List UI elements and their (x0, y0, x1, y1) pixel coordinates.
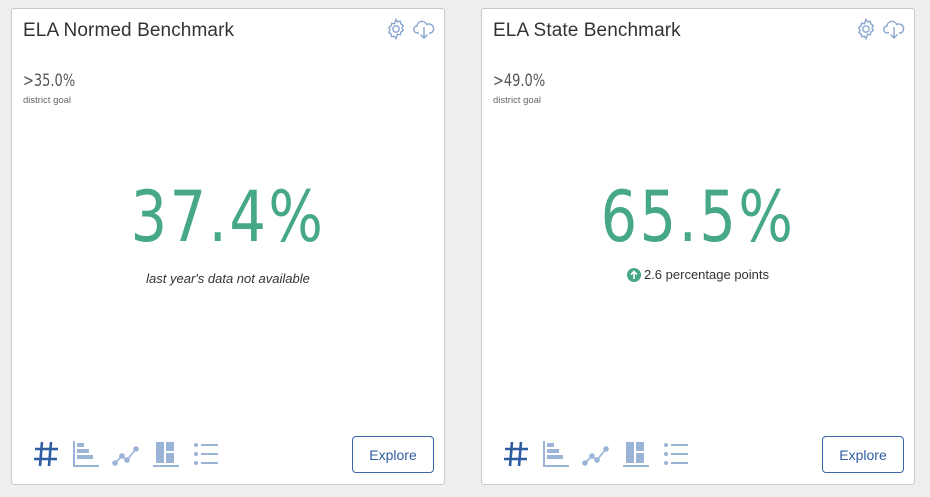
download-icon[interactable] (412, 17, 436, 41)
ela-state-benchmark-card: ELA State Benchmark >49.0% district goal… (481, 8, 915, 485)
line-chart-view-icon[interactable] (112, 439, 140, 469)
bar-chart-view-icon[interactable] (542, 439, 570, 469)
download-icon[interactable] (882, 17, 906, 41)
view-toggle-bar (32, 439, 220, 469)
number-view-icon[interactable] (502, 439, 530, 469)
gear-icon[interactable] (384, 17, 408, 41)
block-chart-view-icon[interactable] (622, 439, 650, 469)
list-view-icon[interactable] (662, 439, 690, 469)
goal-value: >49.0% (493, 71, 546, 91)
number-view-icon[interactable] (32, 439, 60, 469)
change-text: 2.6 percentage points (643, 267, 770, 282)
ela-normed-benchmark-card: ELA Normed Benchmark >35.0% district goa… (11, 8, 445, 485)
explore-button[interactable]: Explore (822, 436, 904, 473)
change-indicator: 2.6 percentage points (482, 267, 914, 282)
card-title: ELA Normed Benchmark (23, 20, 235, 41)
gear-icon[interactable] (854, 17, 878, 41)
card-title: ELA State Benchmark (493, 20, 681, 41)
goal-value: >35.0% (23, 71, 76, 91)
arrow-up-icon (626, 268, 641, 282)
list-view-icon[interactable] (192, 439, 220, 469)
goal-label: district goal (493, 95, 542, 106)
goal-label: district goal (23, 95, 72, 106)
card-actions (854, 17, 906, 41)
metric-value: 37.4% (130, 176, 326, 258)
comparison-note: last year's data not available (146, 271, 310, 286)
card-actions (384, 17, 436, 41)
metric-value: 65.5% (600, 176, 796, 258)
bar-chart-view-icon[interactable] (72, 439, 100, 469)
view-toggle-bar (502, 439, 690, 469)
block-chart-view-icon[interactable] (152, 439, 180, 469)
line-chart-view-icon[interactable] (582, 439, 610, 469)
explore-button[interactable]: Explore (352, 436, 434, 473)
